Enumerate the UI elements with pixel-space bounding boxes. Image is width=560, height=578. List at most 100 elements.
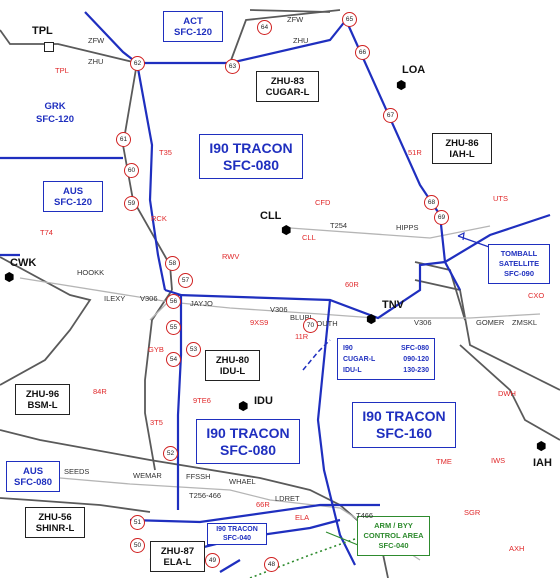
zhu86-sector: IAH-L	[449, 148, 475, 160]
boundary-point: 66	[355, 45, 370, 60]
zhu83-name: ZHU-83	[270, 75, 305, 87]
airport-label: ELA	[295, 513, 310, 522]
boundary-point: 68	[424, 195, 439, 210]
airway-label: T466	[356, 511, 374, 520]
altitude-row: I90 SFC-080	[343, 343, 429, 354]
aus-south-altitude: SFC-080	[13, 476, 52, 488]
airway-label: V306	[270, 305, 288, 314]
zhu96-sector: BSM-L	[27, 399, 58, 411]
zhu96-airspace-box: ZHU-96 BSM-L	[15, 384, 70, 415]
airport-label: UTS	[493, 194, 508, 203]
airway-label: T254	[330, 221, 348, 230]
vortac-icon: ⬢	[366, 312, 377, 326]
row-name: I90	[343, 344, 353, 352]
airport-label: CXO	[528, 291, 545, 300]
navaid-cll: CLL	[260, 210, 282, 222]
tomball-name: TOMBALL	[500, 249, 538, 258]
zhu87-name: ZHU-87	[160, 545, 195, 557]
aus-north-airspace-box: AUS SFC-120	[43, 181, 103, 212]
boundary-point: 59	[124, 196, 139, 211]
airport-label: 60R	[345, 280, 359, 289]
i90-main-altitude: SFC-080	[222, 156, 280, 173]
vortac-icon: ⬢	[238, 399, 249, 413]
airport-label: 9TE6	[193, 396, 211, 405]
zhu86-name: ZHU-86	[445, 137, 479, 149]
navaid-cwk: CWK	[10, 257, 37, 269]
fix-label: GOMER	[476, 318, 505, 327]
arm-byy-control-area-box: ARM / BYY CONTROL AREA SFC-040	[357, 516, 430, 556]
boundary-point: 51	[130, 515, 145, 530]
airway-label: T256-466	[189, 491, 222, 500]
airport-label: RCK	[151, 214, 167, 223]
tpl-marker-icon	[44, 42, 54, 52]
tomball-satellite-box: TOMBALL SATELLITE SFC-090	[488, 244, 550, 284]
act-airspace-box: ACT SFC-120	[163, 11, 223, 42]
boundary-point: 57	[178, 273, 193, 288]
navaid-tpl: TPL	[32, 25, 53, 37]
grk-altitude: SFC-120	[35, 114, 74, 125]
airport-label: 66R	[256, 500, 270, 509]
vortac-icon: ⬢	[4, 270, 15, 284]
zhu96-name: ZHU-96	[25, 388, 60, 400]
airport-label: 51R	[408, 148, 422, 157]
fix-label: BLUBL	[290, 313, 314, 322]
airport-label: TPL	[55, 66, 69, 75]
airport-label: DWH	[498, 389, 516, 398]
arm-byy-type: CONTROL AREA	[363, 531, 424, 540]
vortac-icon: ⬢	[281, 223, 292, 237]
fix-label: HIPPS	[396, 223, 419, 232]
boundary-point: 52	[163, 446, 178, 461]
aus-north-altitude: SFC-120	[53, 196, 92, 208]
grk-airspace-label: GRK SFC-120	[20, 100, 90, 126]
airport-label: GYB	[148, 345, 164, 354]
i90-tracon-small-box: I90 TRACON SFC-040	[207, 523, 267, 545]
boundary-point: 55	[166, 320, 181, 335]
airport-label: 11R	[295, 332, 309, 341]
zhu80-sector: IDU-L	[219, 365, 246, 377]
boundary-point: 70	[303, 318, 318, 333]
fix-label: WHAEL	[229, 477, 256, 486]
airport-label: IWS	[491, 456, 506, 465]
boundary-point: 65	[342, 12, 357, 27]
airport-label: AXH	[509, 544, 525, 553]
boundary-point: 67	[383, 108, 398, 123]
airport-label: T74	[40, 228, 53, 237]
boundary-point: 62	[130, 56, 145, 71]
airport-label: 3T5	[150, 418, 163, 427]
boundary-point: 69	[434, 210, 449, 225]
boundary-point: 63	[225, 59, 240, 74]
navaid-loa: LOA	[402, 64, 426, 76]
boundary-point: 60	[124, 163, 139, 178]
airport-label: CFD	[315, 198, 331, 207]
row-alt: 090-120	[403, 355, 429, 363]
vortac-icon: ⬢	[536, 439, 547, 453]
altitude-row: IDU-L 130-230	[343, 365, 429, 376]
tomball-satellite: SATELLITE	[498, 259, 540, 268]
fix-label: ZMSKL	[512, 318, 538, 327]
i90-south-altitude: SFC-080	[219, 441, 277, 458]
i90-tracon-south-box: I90 TRACON SFC-080	[196, 419, 300, 464]
airport-label: CLL	[302, 233, 316, 242]
zhu87-sector: ELA-L	[163, 556, 192, 568]
boundary-point: 50	[130, 538, 145, 553]
zhu80-name: ZHU-80	[215, 354, 250, 366]
zhu56-airspace-box: ZHU-56 SHINR-L	[25, 507, 85, 538]
i90-east-name: I90 TRACON	[362, 408, 446, 424]
boundary-point: 53	[186, 342, 201, 357]
zhu86-airspace-box: ZHU-86 IAH-L	[432, 133, 492, 164]
i90-small-name: I90 TRACON	[216, 526, 258, 533]
vortac-icon: ⬢	[396, 78, 407, 92]
boundary-point: 56	[166, 294, 181, 309]
airport-label: 9XS9	[250, 318, 269, 327]
fix-label: LDRET	[275, 494, 300, 503]
arm-byy-altitude: SFC-040	[378, 541, 409, 550]
fix-label: ILEXY	[104, 294, 126, 303]
boundary-point: 48	[264, 557, 279, 572]
airway-label: ZFW	[287, 15, 304, 24]
i90-east-altitude: SFC-160	[375, 425, 433, 441]
airway-label: ZHU	[293, 36, 309, 45]
row-alt: SFC-080	[400, 344, 429, 352]
aus-north-name: AUS	[62, 185, 84, 197]
act-altitude: SFC-120	[173, 26, 212, 38]
arm-byy-name: ARM / BYY	[374, 521, 413, 530]
